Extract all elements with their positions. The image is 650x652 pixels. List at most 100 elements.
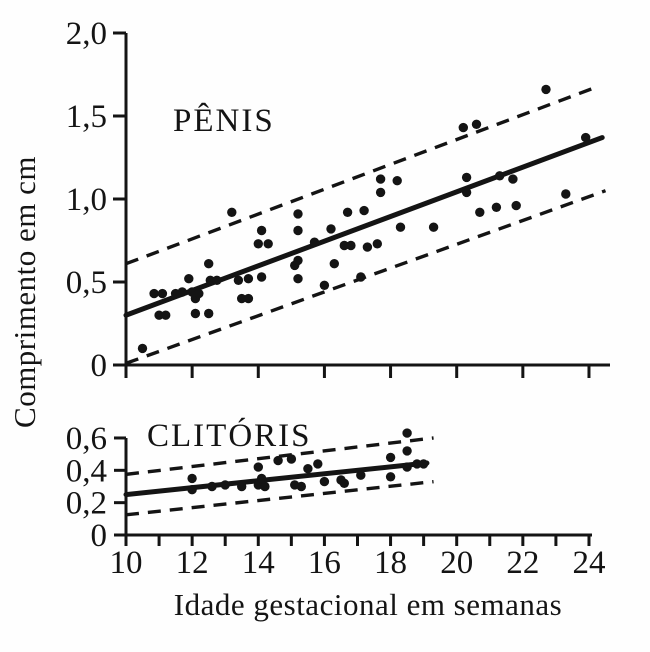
clitoris-plot-title: CLITÓRIS bbox=[147, 416, 312, 454]
clitoris-y-tick-label: 0,4 bbox=[66, 453, 107, 489]
penis-data-point bbox=[359, 205, 369, 216]
clitoris-data-point bbox=[237, 481, 247, 492]
penis-data-point bbox=[205, 275, 215, 285]
clitoris-data-point bbox=[313, 459, 323, 469]
penis-data-point bbox=[508, 174, 518, 184]
clitoris-data-point bbox=[339, 478, 349, 488]
penis-data-point bbox=[395, 222, 406, 232]
penis-data-point bbox=[227, 207, 237, 217]
penis-data-point bbox=[184, 274, 194, 284]
clitoris-x-tick-label: 22 bbox=[506, 545, 539, 581]
penis-data-points bbox=[137, 84, 591, 354]
clitoris-data-points bbox=[187, 428, 429, 495]
penis-lower-limit-line bbox=[125, 189, 607, 365]
penis-regression-line bbox=[123, 135, 605, 318]
penis-data-point bbox=[212, 275, 222, 285]
penis-data-point bbox=[428, 222, 439, 232]
penis-upper-limit-line bbox=[125, 84, 600, 266]
penis-data-point bbox=[375, 187, 386, 198]
penis-data-point bbox=[293, 225, 303, 236]
penis-data-point bbox=[326, 224, 336, 234]
clitoris-regression-line bbox=[123, 460, 430, 498]
clitoris-data-point bbox=[207, 481, 217, 492]
clitoris-data-point bbox=[187, 473, 197, 484]
penis-data-point bbox=[243, 293, 254, 304]
penis-data-point bbox=[581, 132, 591, 143]
clitoris-y-tick-label: 0 bbox=[91, 518, 108, 554]
penis-plot: 2,0 1,5 1,0 0,5 0 bbox=[66, 16, 610, 384]
clitoris-data-point bbox=[296, 481, 306, 492]
penis-data-point bbox=[293, 255, 303, 266]
penis-data-point bbox=[293, 274, 303, 284]
penis-data-point bbox=[154, 310, 164, 320]
penis-y-tick-label: 0,5 bbox=[66, 265, 107, 301]
clitoris-data-point bbox=[412, 459, 422, 469]
clitoris-data-point bbox=[319, 476, 330, 487]
clitoris-data-point bbox=[402, 446, 412, 456]
penis-data-point bbox=[309, 237, 320, 247]
penis-data-point bbox=[204, 259, 214, 269]
penis-data-point bbox=[161, 310, 171, 320]
penis-y-tick-label: 1,0 bbox=[66, 182, 107, 218]
penis-data-point bbox=[475, 207, 485, 217]
clitoris-data-point bbox=[356, 470, 366, 480]
penis-data-point bbox=[293, 209, 303, 219]
penis-data-point bbox=[458, 122, 468, 133]
clitoris-upper-limit-line bbox=[125, 436, 434, 477]
x-axis-title: Idade gestacional em semanas bbox=[174, 587, 562, 622]
clitoris-data-point bbox=[273, 455, 283, 466]
penis-data-point bbox=[263, 239, 273, 249]
penis-data-point bbox=[372, 239, 382, 249]
penis-data-point bbox=[461, 187, 472, 198]
penis-data-point bbox=[541, 84, 551, 95]
clitoris-x-tick-label: 16 bbox=[308, 545, 341, 581]
penis-y-tick-label: 0 bbox=[91, 348, 108, 384]
penis-y-tick-label: 2,0 bbox=[66, 16, 107, 52]
penis-data-point bbox=[362, 242, 373, 252]
penis-data-point bbox=[256, 225, 267, 236]
clitoris-x-tick-label: 24 bbox=[572, 545, 605, 581]
penis-data-point bbox=[237, 293, 247, 304]
penis-data-point bbox=[329, 259, 339, 269]
penis-data-point bbox=[253, 239, 263, 249]
clitoris-x-tick-label: 18 bbox=[374, 545, 407, 581]
penis-plot-title: PÊNIS bbox=[173, 102, 275, 139]
clitoris-data-point bbox=[187, 485, 197, 495]
clitoris-data-point bbox=[253, 462, 263, 472]
penis-data-point bbox=[233, 275, 244, 285]
clitoris-data-point bbox=[385, 472, 396, 482]
penis-data-point bbox=[342, 207, 353, 217]
clitoris-x-tick-label: 12 bbox=[176, 545, 209, 581]
penis-data-point bbox=[194, 288, 204, 299]
penis-data-point bbox=[256, 272, 267, 282]
clitoris-data-point bbox=[256, 473, 267, 484]
clitoris-data-point bbox=[286, 454, 297, 464]
penis-y-tick-label: 1,5 bbox=[66, 99, 107, 135]
clitoris-lower-limit-line bbox=[125, 479, 434, 517]
penis-data-point bbox=[190, 308, 201, 319]
penis-data-point bbox=[356, 272, 366, 282]
penis-data-point bbox=[157, 288, 168, 299]
clitoris-data-point bbox=[418, 459, 429, 469]
penis-data-point bbox=[204, 308, 214, 319]
penis-data-point bbox=[375, 174, 386, 184]
penis-data-point bbox=[461, 172, 472, 183]
penis-data-point bbox=[177, 287, 187, 297]
clitoris-data-point bbox=[402, 462, 412, 472]
penis-data-point bbox=[491, 202, 502, 212]
clitoris-x-tick-label: 14 bbox=[242, 545, 275, 581]
clitoris-data-point bbox=[260, 481, 270, 492]
penis-data-point bbox=[149, 288, 159, 299]
clitoris-y-tick-label: 0,6 bbox=[66, 421, 107, 457]
clitoris-data-point bbox=[402, 428, 412, 438]
penis-data-point bbox=[511, 200, 521, 211]
clitoris-data-point bbox=[385, 452, 396, 463]
clitoris-x-tick-label: 10 bbox=[110, 545, 143, 581]
penis-data-point bbox=[319, 280, 330, 290]
clitoris-y-tick-label: 0,2 bbox=[66, 486, 107, 522]
penis-data-point bbox=[495, 171, 505, 181]
clitoris-x-tick-label: 20 bbox=[440, 545, 473, 581]
